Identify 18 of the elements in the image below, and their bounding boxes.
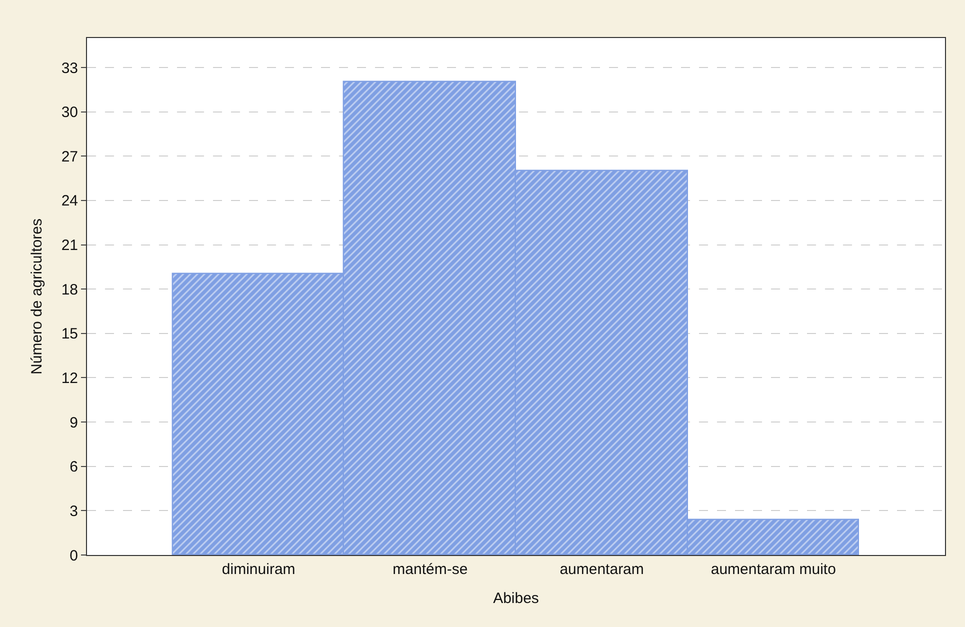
y-tick-label: 21 — [61, 237, 78, 254]
x-tick-label: diminuiram — [222, 561, 296, 578]
x-tick-label: mantém-se — [392, 561, 468, 578]
y-tick-label: 27 — [61, 148, 78, 166]
y-tick-label: 15 — [61, 326, 78, 343]
y-tick-label: 9 — [70, 414, 78, 432]
y-tick-label: 24 — [61, 192, 78, 210]
y-tick-label: 3 — [70, 502, 78, 520]
y-axis-title: Número de agricultores — [28, 218, 46, 374]
x-tick-label: aumentaram — [560, 561, 644, 578]
x-tick-label: aumentaram muito — [710, 561, 836, 578]
y-tick-label: 6 — [70, 458, 78, 476]
y-tick-label: 30 — [61, 104, 78, 122]
y-tick-label: 33 — [61, 60, 78, 77]
x-axis-title: Abibes — [493, 590, 539, 607]
y-tick-label: 18 — [61, 281, 78, 298]
y-tick-label: 0 — [70, 547, 78, 564]
y-tick-label: 12 — [61, 370, 78, 387]
